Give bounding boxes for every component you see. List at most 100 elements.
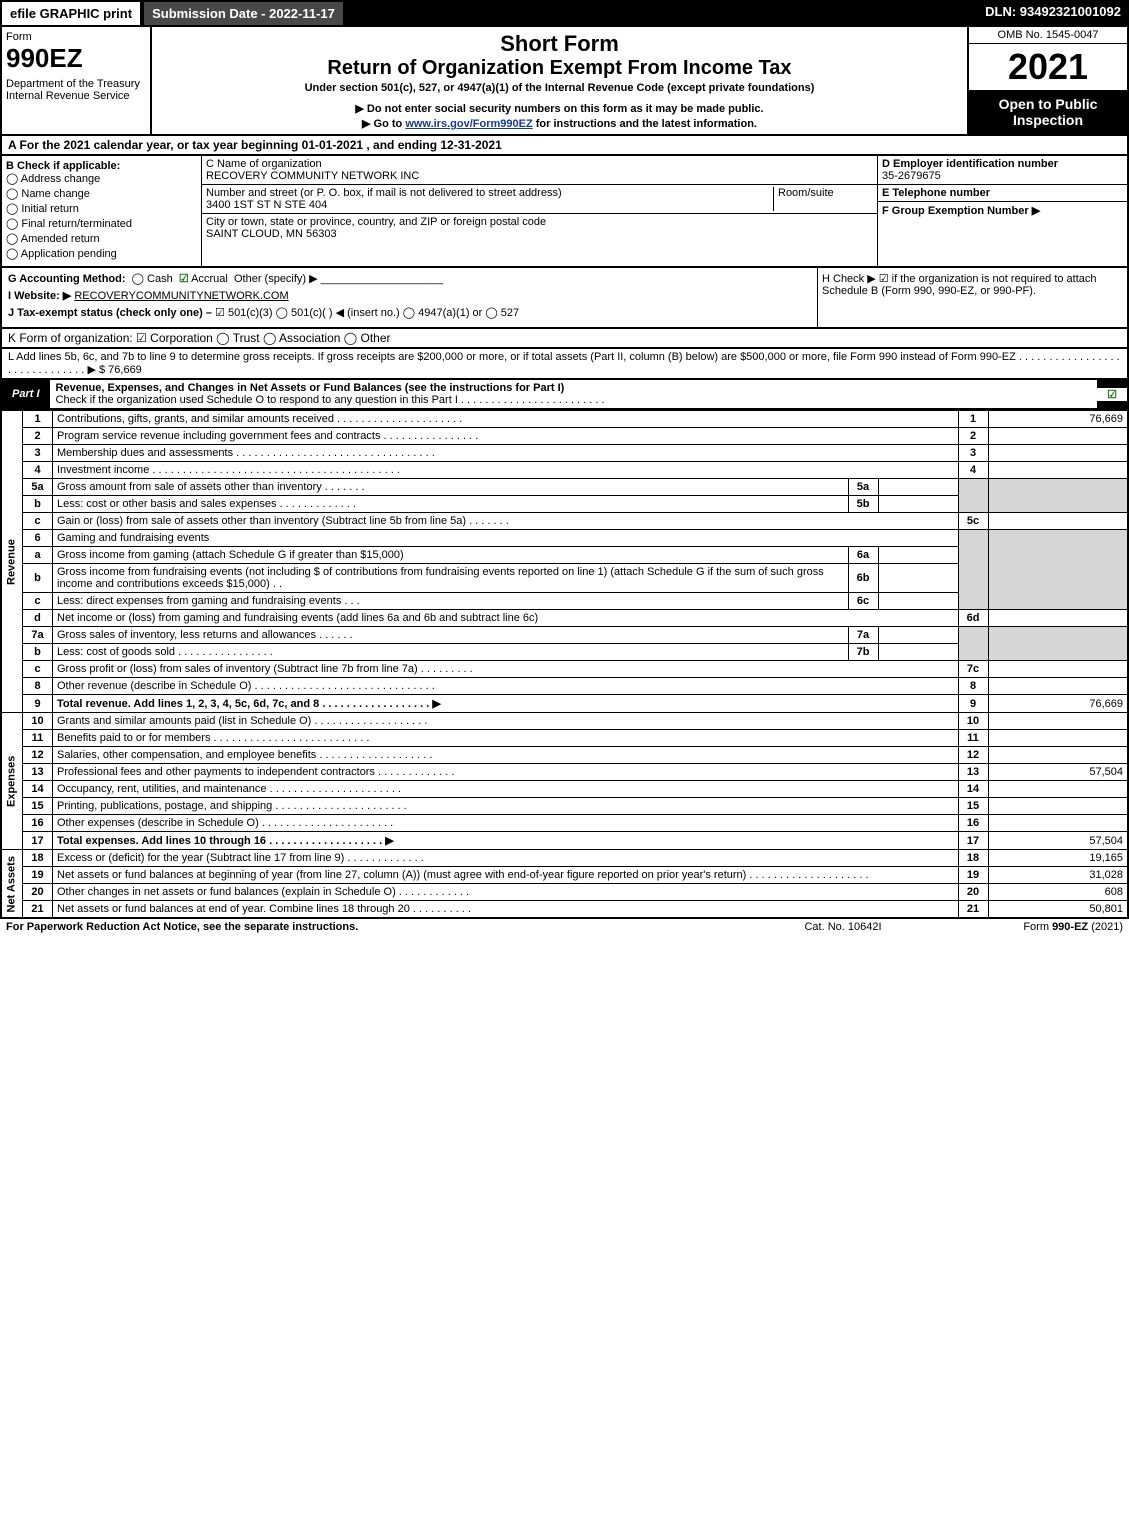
group-exemption-row: F Group Exemption Number ▶ bbox=[878, 202, 1127, 219]
ein-row: D Employer identification number 35-2679… bbox=[878, 156, 1127, 185]
line-rn: 19 bbox=[958, 867, 988, 884]
line-num: 16 bbox=[23, 815, 53, 832]
efile-print-button[interactable]: efile GRAPHIC print bbox=[0, 0, 142, 27]
shaded-cell bbox=[988, 530, 1128, 610]
acct-accrual[interactable]: Accrual bbox=[191, 273, 228, 285]
line-num: 1 bbox=[23, 411, 53, 428]
line-num: c bbox=[23, 513, 53, 530]
line-mid-label: 6a bbox=[848, 547, 878, 564]
chk-final-return[interactable]: ◯ Final return/terminated bbox=[6, 217, 197, 230]
tax-exempt-options[interactable]: ☑ 501(c)(3) ◯ 501(c)( ) ◀ (insert no.) ◯… bbox=[215, 307, 519, 319]
line-mid-val bbox=[878, 564, 958, 593]
chk-application-pending[interactable]: ◯ Application pending bbox=[6, 247, 197, 260]
line-rn: 11 bbox=[958, 730, 988, 747]
chk-amended-return[interactable]: ◯ Amended return bbox=[6, 232, 197, 245]
line-val bbox=[988, 815, 1128, 832]
line-num: 7a bbox=[23, 627, 53, 644]
chk-name-change[interactable]: ◯ Name change bbox=[6, 187, 197, 200]
table-row: 2 Program service revenue including gove… bbox=[1, 428, 1128, 445]
warn2-prefix: ▶ Go to bbox=[362, 118, 405, 130]
line-desc: Membership dues and assessments . . . . … bbox=[53, 445, 959, 462]
part-1-title: Revenue, Expenses, and Changes in Net As… bbox=[50, 380, 1097, 408]
line-rn: 1 bbox=[958, 411, 988, 428]
line-desc: Total revenue. Add lines 1, 2, 3, 4, 5c,… bbox=[53, 695, 959, 713]
line-rn: 17 bbox=[958, 832, 988, 850]
row-l-text: L Add lines 5b, 6c, and 7b to line 9 to … bbox=[8, 351, 1120, 376]
footer-left: For Paperwork Reduction Act Notice, see … bbox=[6, 921, 743, 933]
shaded-cell bbox=[958, 530, 988, 610]
line-num: d bbox=[23, 610, 53, 627]
table-row: d Net income or (loss) from gaming and f… bbox=[1, 610, 1128, 627]
ein-value: 35-2679675 bbox=[882, 170, 941, 182]
acct-label: G Accounting Method: bbox=[8, 273, 126, 285]
org-name-value: RECOVERY COMMUNITY NETWORK INC bbox=[206, 170, 419, 182]
schedule-o-checkbox[interactable]: ☑ bbox=[1097, 388, 1127, 401]
line-num: b bbox=[23, 644, 53, 661]
line-desc: Gaming and fundraising events bbox=[53, 530, 959, 547]
irs-link[interactable]: www.irs.gov/Form990EZ bbox=[405, 118, 532, 130]
line-desc: Occupancy, rent, utilities, and maintena… bbox=[53, 781, 959, 798]
line-desc: Gross income from gaming (attach Schedul… bbox=[53, 547, 849, 564]
line-num: 20 bbox=[23, 884, 53, 901]
line-desc: Total expenses. Add lines 10 through 16 … bbox=[53, 832, 959, 850]
city-row: City or town, state or province, country… bbox=[202, 214, 877, 242]
line-desc-bold: Total revenue. Add lines 1, 2, 3, 4, 5c,… bbox=[57, 698, 441, 710]
table-row: 6 Gaming and fundraising events bbox=[1, 530, 1128, 547]
acct-cash[interactable]: Cash bbox=[147, 273, 173, 285]
line-desc: Investment income . . . . . . . . . . . … bbox=[53, 462, 959, 479]
chk-label: Address change bbox=[21, 173, 101, 185]
line-num: b bbox=[23, 496, 53, 513]
table-row: 3 Membership dues and assessments . . . … bbox=[1, 445, 1128, 462]
line-val bbox=[988, 781, 1128, 798]
line-mid-label: 6c bbox=[848, 593, 878, 610]
chk-initial-return[interactable]: ◯ Initial return bbox=[6, 202, 197, 215]
section-b-label: B Check if applicable: bbox=[6, 160, 120, 172]
line-num: 17 bbox=[23, 832, 53, 850]
acct-other[interactable]: Other (specify) ▶ bbox=[234, 273, 318, 285]
line-num: 19 bbox=[23, 867, 53, 884]
shaded-cell bbox=[958, 479, 988, 513]
footer-form-ref: Form 990-EZ (2021) bbox=[943, 921, 1123, 933]
line-rn: 14 bbox=[958, 781, 988, 798]
section-de: D Employer identification number 35-2679… bbox=[877, 156, 1127, 266]
line-desc: Other revenue (describe in Schedule O) .… bbox=[53, 678, 959, 695]
line-num: 21 bbox=[23, 901, 53, 919]
table-row: 8 Other revenue (describe in Schedule O)… bbox=[1, 678, 1128, 695]
line-num: 10 bbox=[23, 713, 53, 730]
shaded-cell bbox=[988, 627, 1128, 661]
org-name-label: C Name of organization bbox=[206, 158, 322, 170]
line-num: a bbox=[23, 547, 53, 564]
telephone-label: E Telephone number bbox=[882, 187, 990, 199]
line-rn: 18 bbox=[958, 850, 988, 867]
table-row: c Gross profit or (loss) from sales of i… bbox=[1, 661, 1128, 678]
row-a-tax-year: A For the 2021 calendar year, or tax yea… bbox=[0, 136, 1129, 156]
line-val bbox=[988, 747, 1128, 764]
form-header: Form 990EZ Department of the Treasury In… bbox=[0, 27, 1129, 136]
line-num: 11 bbox=[23, 730, 53, 747]
submission-date-label: Submission Date - 2022-11-17 bbox=[142, 0, 345, 27]
telephone-row: E Telephone number bbox=[878, 185, 1127, 202]
line-desc: Salaries, other compensation, and employ… bbox=[53, 747, 959, 764]
line-desc: Grants and similar amounts paid (list in… bbox=[53, 713, 959, 730]
line-val bbox=[988, 678, 1128, 695]
warn2-suffix: for instructions and the latest informat… bbox=[533, 118, 757, 130]
chk-address-change[interactable]: ◯ Address change bbox=[6, 172, 197, 185]
shaded-cell bbox=[988, 479, 1128, 513]
line-num: 18 bbox=[23, 850, 53, 867]
row-k: K Form of organization: ☑ Corporation ◯ … bbox=[0, 329, 1129, 349]
city-value: SAINT CLOUD, MN 56303 bbox=[206, 228, 337, 240]
section-h: H Check ▶ ☑ if the organization is not r… bbox=[817, 268, 1127, 327]
line-mid-label: 7a bbox=[848, 627, 878, 644]
checkmark-icon: ☑ bbox=[179, 273, 189, 285]
table-row: 19 Net assets or fund balances at beginn… bbox=[1, 867, 1128, 884]
department-label: Department of the Treasury Internal Reve… bbox=[6, 78, 146, 102]
table-row: Revenue 1 Contributions, gifts, grants, … bbox=[1, 411, 1128, 428]
line-desc: Net assets or fund balances at end of ye… bbox=[53, 901, 959, 919]
part-1-label: Part I bbox=[2, 384, 50, 404]
part-1-table: Revenue 1 Contributions, gifts, grants, … bbox=[0, 410, 1129, 919]
line-rn: 5c bbox=[958, 513, 988, 530]
line-num: 8 bbox=[23, 678, 53, 695]
line-rn: 12 bbox=[958, 747, 988, 764]
website-row: I Website: ▶ RECOVERYCOMMUNITYNETWORK.CO… bbox=[8, 289, 811, 302]
section-h-text: H Check ▶ ☑ if the organization is not r… bbox=[822, 273, 1097, 297]
